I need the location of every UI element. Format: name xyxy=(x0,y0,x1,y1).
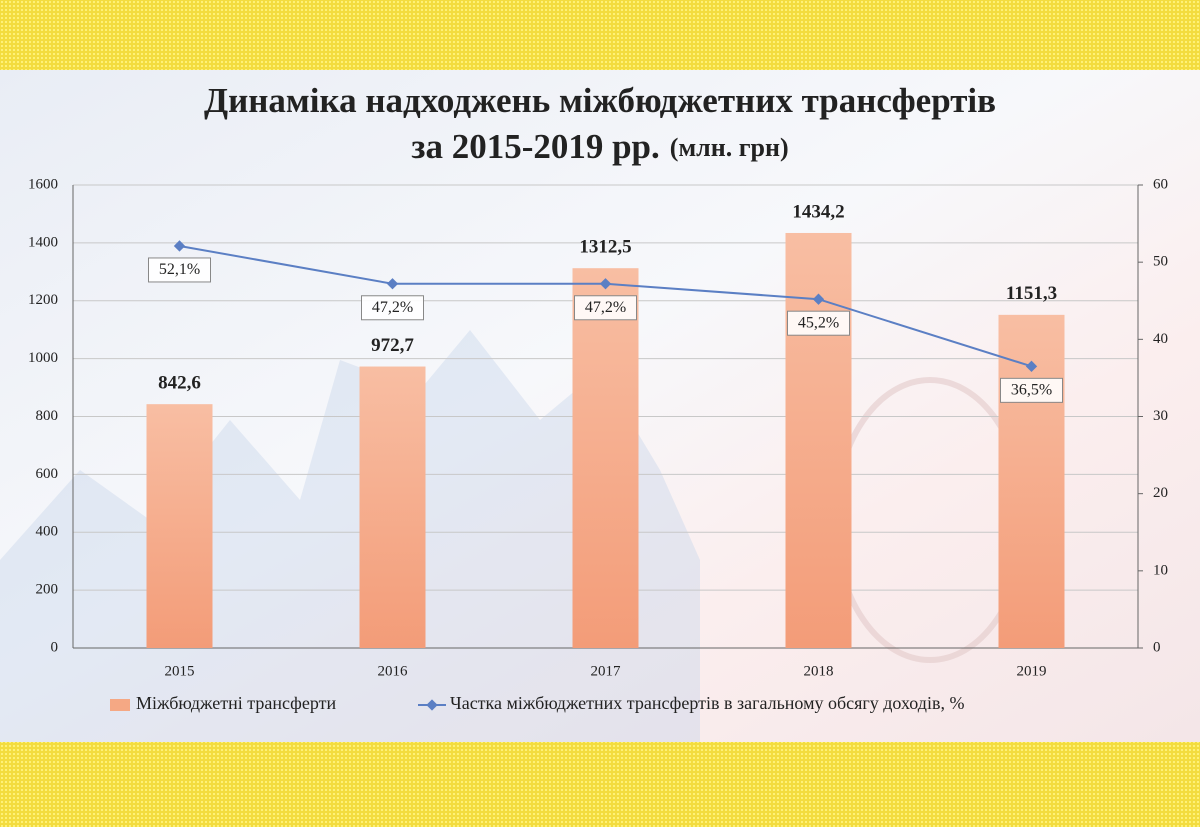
label-box xyxy=(574,295,637,321)
y2-tick-label: 40 xyxy=(1153,331,1168,347)
line-marker xyxy=(386,278,399,290)
y-tick-label: 0 xyxy=(51,639,59,655)
bar-value-label: 842,6 xyxy=(158,373,201,394)
label-box xyxy=(787,310,850,336)
legend-label: Міжбюджетні трансферти xyxy=(136,693,336,713)
line-value-label: 45,2% xyxy=(798,314,839,331)
y-tick-label: 400 xyxy=(36,524,59,540)
line-marker xyxy=(599,278,612,290)
unit-note: (млн. грн) xyxy=(670,133,789,162)
bar-value-label: 972,7 xyxy=(371,335,414,356)
y2-tick-label: 50 xyxy=(1153,254,1168,270)
subtitle: за 2015-2019 рр. xyxy=(411,127,659,166)
bar-value-label: 1434,2 xyxy=(792,201,844,222)
bar xyxy=(146,404,213,648)
bar-value-label: 1151,3 xyxy=(1006,283,1057,304)
legend-marker xyxy=(426,699,438,711)
x-tick-label: 2016 xyxy=(378,663,409,679)
y-tick-label: 1600 xyxy=(28,176,58,192)
y2-tick-label: 30 xyxy=(1153,408,1168,424)
y-tick-label: 1200 xyxy=(28,292,58,308)
bar-value-label: 1312,5 xyxy=(579,237,631,258)
y-tick-label: 200 xyxy=(36,582,59,598)
x-tick-label: 2018 xyxy=(804,663,834,679)
label-box xyxy=(148,257,211,283)
line-value-label: 36,5% xyxy=(1011,382,1052,399)
chart-title: Динаміка надходжень міжбюджетних трансфе… xyxy=(204,81,996,120)
y-tick-label: 1000 xyxy=(28,350,58,366)
bar xyxy=(359,366,426,648)
line-marker xyxy=(173,240,186,252)
x-tick-label: 2019 xyxy=(1017,663,1047,679)
y-tick-label: 800 xyxy=(36,408,59,424)
plot: 0 200 400 600 800 1000 1200 1400 1600 0 10 20 30 40 50… xyxy=(28,176,1168,713)
line-marker xyxy=(1025,360,1038,372)
x-tick-label: 2017 xyxy=(591,663,622,679)
y2-tick-label: 10 xyxy=(1153,562,1168,578)
line-value-label: 52,1% xyxy=(159,261,200,278)
legend-label: Частка міжбюджетних трансфертів в загаль… xyxy=(450,693,964,713)
y2-tick-label: 0 xyxy=(1153,639,1161,655)
line-value-label: 47,2% xyxy=(585,299,626,316)
legend-swatch xyxy=(110,699,130,711)
y-tick-label: 600 xyxy=(36,466,59,482)
x-tick-label: 2015 xyxy=(165,663,195,679)
label-box xyxy=(361,295,424,321)
label-box xyxy=(1000,377,1063,403)
line-marker xyxy=(812,293,825,305)
line-value-label: 47,2% xyxy=(372,299,413,316)
y-tick-label: 1400 xyxy=(28,234,58,250)
y2-tick-label: 20 xyxy=(1153,485,1168,501)
bar xyxy=(572,268,639,648)
y2-tick-label: 60 xyxy=(1153,176,1168,192)
chart-subtitle: за 2015-2019 рр. (млн. грн) xyxy=(411,127,788,166)
